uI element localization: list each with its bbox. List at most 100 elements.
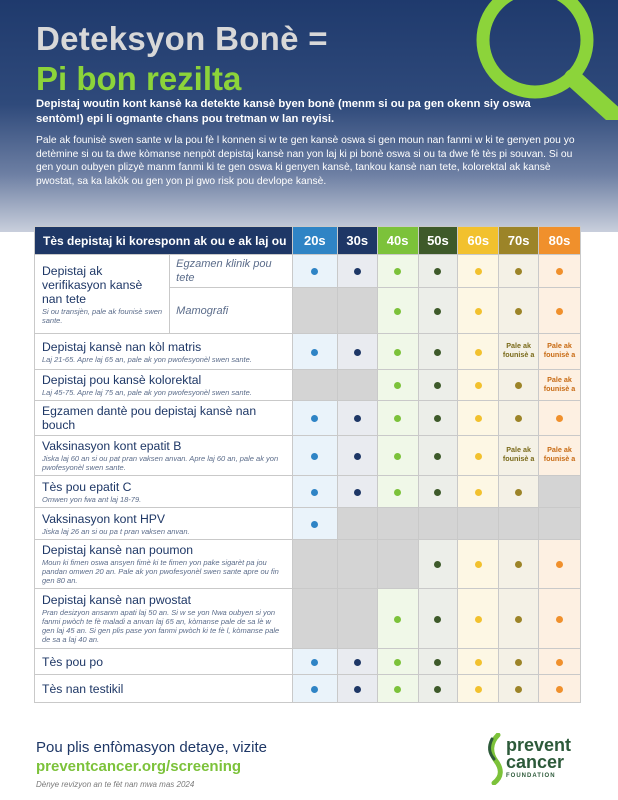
screening-note: Moun ki fimen oswa ansyen fimè ki te fim… <box>42 558 279 585</box>
screening-note: Laj 21-65. Apre laj 65 an, pale ak yon p… <box>42 354 252 364</box>
recommended-dot <box>434 348 442 356</box>
cell-40s <box>376 400 419 436</box>
cell-80s <box>538 588 581 649</box>
recommended-dot <box>311 520 319 528</box>
recommended-dot <box>474 382 482 389</box>
recommended-dot <box>515 307 523 315</box>
recommended-dot <box>434 658 442 666</box>
recommended-dot <box>394 685 402 693</box>
recommended-dot <box>311 685 319 693</box>
recommended-dot <box>353 685 361 693</box>
recommended-dot <box>556 307 563 315</box>
age-header-30s: 30s <box>336 226 378 255</box>
table-row: Mamografi <box>35 287 581 334</box>
cell-20s <box>291 333 338 370</box>
recommended-dot <box>515 561 523 568</box>
recommended-dot <box>434 382 442 389</box>
screening-note: Laj 45-75. Apre laj 75 an, pale ak yon p… <box>42 388 252 397</box>
recommended-dot <box>353 268 361 275</box>
recommended-dot <box>394 382 402 389</box>
recommended-dot <box>515 382 523 389</box>
recommended-dot <box>515 615 523 623</box>
recommended-dot <box>434 268 442 275</box>
age-header-80s: 80s <box>538 226 581 255</box>
cell-20s <box>291 507 338 540</box>
cell-20s <box>291 539 338 589</box>
recommended-dot <box>394 615 402 623</box>
recommended-dot <box>474 615 482 623</box>
cell-30s <box>336 254 378 288</box>
recommended-dot <box>474 561 482 568</box>
recommended-dot <box>556 561 563 568</box>
cell-80s <box>538 254 581 288</box>
cell-60s <box>457 507 500 540</box>
cell-50s <box>417 333 459 370</box>
recommended-dot <box>474 488 482 496</box>
cell-40s <box>376 254 419 288</box>
cell-30s <box>336 539 378 589</box>
table-row: Depistaj pou kansè kolorektal Laj 45-75. … <box>34 369 581 401</box>
cell-50s <box>417 435 459 476</box>
cell-30s <box>336 507 378 540</box>
screening-name-cell: Tès pou po <box>34 648 293 675</box>
cell-20s <box>291 400 338 436</box>
cell-70s <box>498 254 539 288</box>
recommended-dot <box>394 268 402 275</box>
cell-20s <box>291 369 338 401</box>
cell-70s <box>498 369 539 401</box>
recommended-dot <box>434 415 442 422</box>
recommended-dot <box>434 488 442 496</box>
age-header-60s: 60s <box>457 226 500 255</box>
footer-link[interactable]: preventcancer.org/screening <box>36 758 242 775</box>
cell-60s <box>457 333 500 370</box>
talk-to-provider-note: Pale ak founisè a <box>543 374 576 393</box>
recommended-dot <box>394 415 402 422</box>
cell-80s <box>538 674 581 703</box>
recommended-dot <box>311 415 319 422</box>
screening-note: Omwen yon fwa ant laj 18-79. <box>42 494 142 504</box>
recommended-dot <box>353 452 361 460</box>
cell-60s <box>457 674 500 703</box>
screening-note: Si ou transjèn, pale ak founisè swen san… <box>42 306 163 325</box>
cell-50s <box>417 254 459 288</box>
cell-70s <box>498 588 539 649</box>
logo-word-foundation: FOUNDATION <box>506 773 556 779</box>
cell-50s <box>417 400 459 436</box>
recommended-dot <box>434 307 442 315</box>
cell-70s: Pale ak founisè a <box>498 435 539 476</box>
cell-30s <box>336 475 378 508</box>
talk-to-provider-note: Pale ak founisè a <box>543 445 576 463</box>
screening-name: Tès nan testikil <box>42 681 124 696</box>
screening-name: Depistaj ak verifikasyon kansè nan tete <box>42 263 143 306</box>
ribbon-logo-icon <box>488 733 503 785</box>
screening-name-cell: Depistaj kansè nan poumon Moun ki fimen o… <box>34 539 293 589</box>
recommended-dot <box>434 452 442 460</box>
recommended-dot <box>394 452 402 460</box>
recommended-dot <box>434 685 442 693</box>
screening-name-cell: Vaksinasyon kont HPV Jiska laj 26 an si o… <box>34 507 293 540</box>
cell-30s <box>336 369 378 401</box>
table-row: Egzamen dantè pou depistaj kansè nan bou… <box>34 400 581 436</box>
cell-60s <box>457 435 500 476</box>
cell-40s <box>376 475 419 508</box>
title-line2: Pi bon rezilta <box>36 60 242 97</box>
table-row: Depistaj kansè nan kòl matris Laj 21-65. … <box>34 333 581 370</box>
screening-table: Tès depistaj ki koresponn ak ou e ak laj… <box>33 226 581 703</box>
talk-to-provider-note: Pale ak founisè a <box>502 341 535 359</box>
cell-20s <box>291 588 338 649</box>
recommended-dot <box>515 658 523 666</box>
cell-70s <box>498 507 539 540</box>
screening-name: Depistaj kansè nan pwostat <box>42 593 192 607</box>
cell-50s <box>417 287 459 334</box>
recommended-dot <box>556 658 563 666</box>
screening-name-cell: Depistaj kansè nan pwostat Pran desizyon … <box>34 588 293 649</box>
table-row: Depistaj kansè nan poumon Moun ki fimen o… <box>34 539 581 589</box>
screening-name-cell: Depistaj kansè nan kòl matris Laj 21-65. … <box>34 333 293 370</box>
cell-40s <box>376 369 419 401</box>
cell-30s <box>336 287 378 334</box>
recommended-dot <box>556 615 563 623</box>
cell-60s <box>457 588 500 649</box>
screening-name-cell: Vaksinasyon kont epatit B Jiska laj 60 an… <box>34 435 293 476</box>
recommended-dot <box>474 307 482 315</box>
cell-40s <box>376 507 419 540</box>
